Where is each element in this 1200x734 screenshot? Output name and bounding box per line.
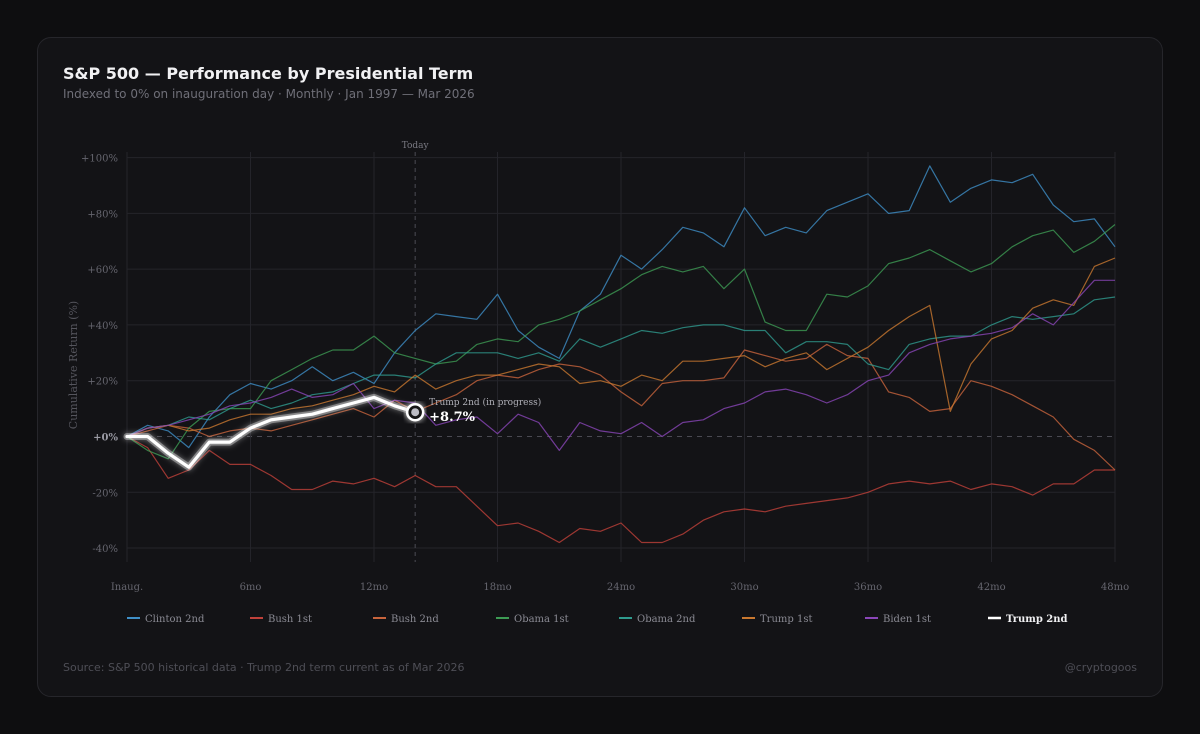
- today-label: Today: [402, 141, 430, 151]
- legend-label: Clinton 2nd: [145, 614, 205, 625]
- trump-2nd-annotation: Trump 2nd (in progress) +8.7%: [405, 397, 541, 425]
- series-line-obama-1st: [126, 224, 1116, 460]
- legend-label: Trump 1st: [760, 614, 812, 625]
- series-line-bush-1st: [126, 435, 1115, 544]
- x-tick-label: 42mo: [977, 582, 1005, 593]
- series-line-obama-2nd: [126, 296, 1116, 438]
- y-tick-label: +60%: [87, 265, 118, 276]
- y-tick-label: -40%: [92, 544, 118, 555]
- legend-item-bush-1st: Bush 1st: [250, 614, 312, 625]
- x-tick-label: 12mo: [360, 582, 388, 593]
- x-tick-label: 24mo: [607, 582, 635, 593]
- legend-label: Bush 2nd: [391, 614, 439, 625]
- annotation-value: +8.7%: [429, 410, 476, 425]
- y-tick-label: +100%: [81, 154, 118, 165]
- today-marker: Today: [402, 141, 430, 562]
- endpoint-dot: [411, 408, 420, 417]
- legend-label: Obama 1st: [514, 614, 569, 625]
- x-tick-label: 30mo: [730, 582, 758, 593]
- grid-lines: [126, 152, 1116, 562]
- legend-item-biden-1st: Biden 1st: [865, 614, 931, 625]
- y-axis-ticks: +100% +80% +60% +40% +20% +0% -20% -40%: [81, 154, 118, 555]
- annotation-label: Trump 2nd (in progress): [429, 397, 541, 408]
- chart-title: S&P 500 — Performance by Presidential Te…: [63, 64, 474, 83]
- source-note: Source: S&P 500 historical data · Trump …: [63, 661, 465, 674]
- y-tick-label: +0%: [93, 432, 118, 443]
- series-lines: [123, 165, 1116, 544]
- y-tick-label: -20%: [92, 488, 118, 499]
- legend-item-trump-1st: Trump 1st: [742, 614, 812, 625]
- x-tick-label: 6mo: [240, 582, 262, 593]
- y-tick-label: +40%: [87, 321, 118, 332]
- y-tick-label: +80%: [87, 209, 118, 220]
- y-axis-label: Cumulative Return (%): [67, 301, 80, 429]
- legend-label: Obama 2nd: [637, 614, 696, 625]
- series-line-trump-1st: [126, 257, 1116, 438]
- legend-item-obama-2nd: Obama 2nd: [619, 614, 696, 625]
- legend-item-trump-2nd: Trump 2nd: [988, 614, 1068, 625]
- legend-item-bush-2nd: Bush 2nd: [373, 614, 439, 625]
- series-line-biden-1st: [126, 279, 1115, 451]
- x-axis-ticks: Inaug. 6mo 12mo 18mo 24mo 30mo 36mo 42mo 48mo: [111, 582, 1129, 593]
- legend-item-obama-1st: Obama 1st: [496, 614, 569, 625]
- x-tick-label: 36mo: [854, 582, 882, 593]
- x-tick-label: 18mo: [483, 582, 511, 593]
- y-tick-label: +20%: [87, 377, 118, 388]
- series-line-trump-2nd: [125, 395, 417, 469]
- legend: Clinton 2nd Bush 1st Bush 2nd Obama 1st Obam…: [127, 614, 1068, 625]
- series-line-clinton-2nd: [126, 165, 1116, 449]
- legend-label: Trump 2nd: [1006, 614, 1068, 625]
- chart-subtitle: Indexed to 0% on inauguration day · Mont…: [63, 87, 475, 101]
- legend-item-clinton-2nd: Clinton 2nd: [127, 614, 205, 625]
- x-tick-label: Inaug.: [111, 582, 143, 593]
- author-handle: @cryptogoos: [1064, 661, 1137, 674]
- x-tick-label: 48mo: [1101, 582, 1129, 593]
- legend-label: Bush 1st: [268, 614, 312, 625]
- legend-label: Biden 1st: [883, 614, 931, 625]
- chart-card: [37, 37, 1163, 697]
